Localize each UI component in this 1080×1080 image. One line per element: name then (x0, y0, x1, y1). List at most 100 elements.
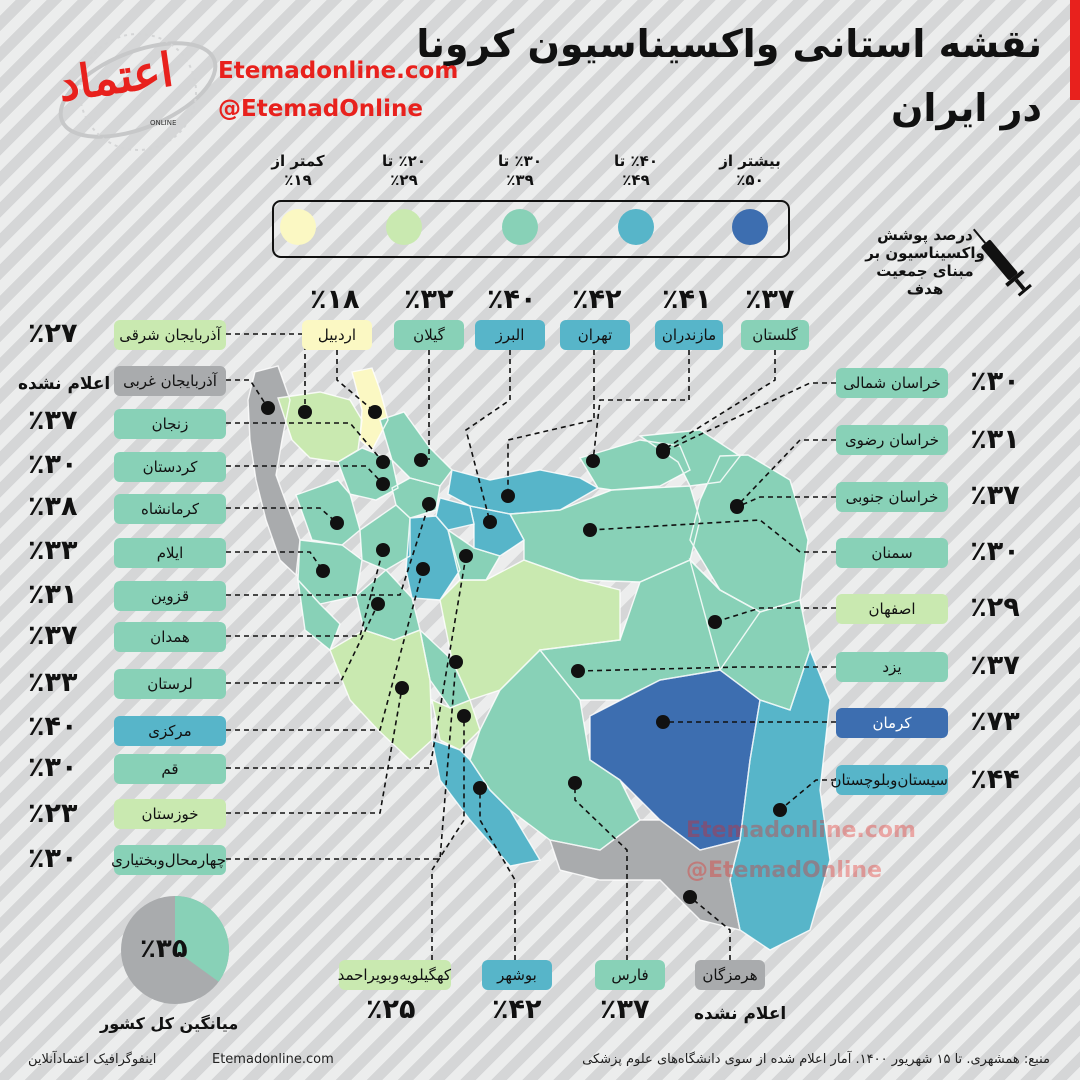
province-label[interactable]: گیلان (394, 320, 464, 350)
province-label[interactable]: سمنان (836, 538, 948, 568)
province-value: ٪۲۳ (28, 798, 78, 829)
province-label[interactable]: چهارمحال‌وبختیاری (111, 845, 226, 875)
region-razavi-khorasan[interactable] (690, 455, 808, 612)
leader-line (226, 549, 384, 637)
province-dot (261, 401, 275, 415)
province-value: ٪۴۲ (492, 994, 542, 1025)
province-dot (473, 781, 487, 795)
province-value: ٪۲۷ (28, 318, 78, 349)
region-isfahan[interactable] (440, 560, 620, 700)
province-label[interactable]: آذربایجان شرقی (114, 320, 226, 350)
region-mazandaran[interactable] (448, 470, 598, 514)
region-gilan[interactable] (380, 412, 452, 486)
province-label[interactable]: اردبیل (302, 320, 372, 350)
province-label[interactable]: کهگیلویه‌وبویراحمد (338, 960, 451, 990)
province-dot (368, 405, 382, 419)
province-label[interactable]: خوزستان (114, 799, 226, 829)
province-dot (316, 564, 330, 578)
leader-line (226, 465, 384, 485)
social-handle[interactable]: @EtemadOnline (218, 96, 423, 122)
province-dot (483, 515, 497, 529)
region-semnan[interactable] (510, 486, 700, 582)
watermark-handle: @EtemadOnline (686, 858, 883, 883)
legend-swatch-3 (386, 209, 422, 245)
province-dot (330, 516, 344, 530)
region-east-azerbaijan[interactable] (278, 392, 362, 462)
legend-label-0: بیشتر از ٪۵۰ (719, 152, 781, 189)
province-dot (422, 497, 436, 511)
province-value: ٪۴۰ (487, 284, 537, 315)
province-label[interactable]: خراسان رضوی (836, 425, 948, 455)
region-border (351, 367, 389, 452)
region-chaharmahal[interactable] (420, 630, 470, 708)
watermark-website: Etemadonline.com (686, 818, 916, 843)
legend-label-1: ٪۴۰ تا ٪۴۹ (614, 152, 658, 189)
province-label[interactable]: کرمان (836, 708, 948, 738)
province-value: ٪۴۴ (970, 764, 1020, 795)
province-label[interactable]: قزوین (114, 581, 226, 611)
province-label[interactable]: ایلام (114, 538, 226, 568)
province-label[interactable]: گلستان (741, 320, 809, 350)
region-khuzestan[interactable] (330, 630, 432, 760)
region-sistan[interactable] (730, 650, 830, 950)
province-label[interactable]: البرز (475, 320, 545, 350)
province-label[interactable]: هرمزگان (695, 960, 765, 990)
legend-swatch-4 (280, 209, 316, 245)
province-dot (298, 405, 312, 419)
province-label[interactable]: یزد (836, 652, 948, 682)
province-dot (683, 890, 697, 904)
province-value: ٪۱۸ (310, 284, 360, 315)
province-label[interactable]: قم (114, 754, 226, 784)
legend-label-2: ٪۳۰ تا ٪۳۹ (498, 152, 542, 189)
region-fars[interactable] (470, 650, 640, 850)
province-label[interactable]: مازندران (655, 320, 723, 350)
leader-line (226, 603, 379, 684)
region-kermanshah[interactable] (298, 540, 362, 604)
province-value: ٪۳۳ (28, 535, 78, 566)
province-value: ٪۷۳ (970, 706, 1020, 737)
province-label[interactable]: آذربایجان غربی (114, 366, 226, 396)
legend-swatch-2 (502, 209, 538, 245)
region-south-khorasan[interactable] (690, 560, 810, 710)
footer-credit: اینفوگرافیک اعتمادآنلاین (28, 1052, 157, 1067)
region-alborz[interactable] (436, 498, 474, 530)
province-label[interactable]: خراسان شمالی (836, 368, 948, 398)
province-label[interactable]: لرستان (114, 669, 226, 699)
province-label[interactable]: همدان (114, 622, 226, 652)
region-kerman[interactable] (590, 670, 760, 850)
province-label[interactable]: سیستان‌وبلوچستان (831, 765, 948, 795)
leader-line (714, 607, 836, 623)
region-kurdistan[interactable] (296, 480, 360, 545)
leader-line (226, 507, 338, 524)
leader-line (226, 503, 430, 596)
region-border (638, 429, 742, 487)
region-tehran[interactable] (470, 506, 524, 556)
footer-source: منبع: همشهری. تا ۱۵ شهریور ۱۴۰۰. آمار اع… (582, 1052, 1050, 1067)
region-qom[interactable] (448, 530, 500, 580)
region-markazi[interactable] (406, 516, 460, 600)
website-link[interactable]: Etemadonline.com (218, 58, 459, 84)
province-value: ٪۳۰ (970, 366, 1020, 397)
province-value: ٪۳۷ (970, 650, 1020, 681)
province-value: ٪۴۰ (28, 711, 78, 742)
province-value: ٪۲۹ (970, 592, 1020, 623)
region-west-azerbaijan[interactable] (248, 366, 300, 575)
legend-swatch-0 (732, 209, 768, 245)
region-bushehr[interactable] (432, 740, 540, 866)
region-hamadan[interactable] (360, 505, 410, 570)
leader-line (689, 896, 731, 960)
province-label[interactable]: تهران (560, 320, 630, 350)
region-lorestan[interactable] (356, 570, 420, 640)
province-label[interactable]: مرکزی (114, 716, 226, 746)
province-label[interactable]: فارس (595, 960, 665, 990)
province-label[interactable]: کرمانشاه (114, 494, 226, 524)
province-label[interactable]: زنجان (114, 409, 226, 439)
province-label[interactable]: بوشهر (482, 960, 552, 990)
province-label[interactable]: اصفهان (836, 594, 948, 624)
province-dot (656, 445, 670, 459)
province-label[interactable]: خراسان جنوبی (836, 482, 948, 512)
footer-website[interactable]: Etemadonline.com (212, 1052, 334, 1067)
province-label[interactable]: کردستان (114, 452, 226, 482)
province-value: ٪۳۳ (28, 667, 78, 698)
